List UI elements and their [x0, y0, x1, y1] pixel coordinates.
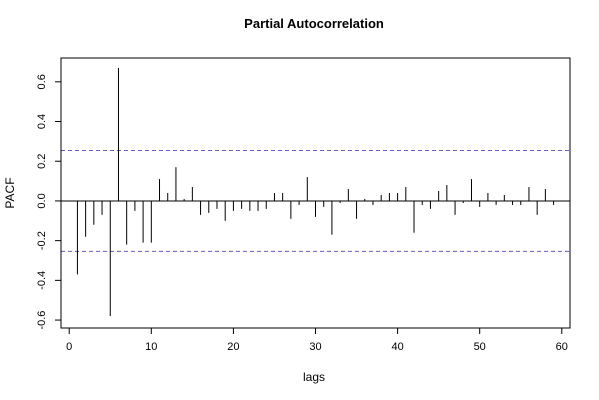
chart-title: Partial Autocorrelation — [244, 16, 384, 31]
x-axis-label: lags — [303, 370, 325, 384]
y-tick-label: -0.6 — [36, 311, 48, 330]
x-tick-label: 10 — [145, 341, 157, 353]
y-tick-label: 0.0 — [36, 193, 48, 208]
x-tick-label: 0 — [66, 341, 72, 353]
y-tick-label: 0.6 — [36, 74, 48, 89]
x-tick-label: 20 — [227, 341, 239, 353]
plot-frame — [60, 57, 571, 329]
y-tick-label: -0.2 — [36, 231, 48, 250]
y-tick-label: 0.4 — [36, 114, 48, 129]
x-tick-label: 50 — [474, 341, 486, 353]
y-tick-label: -0.4 — [36, 271, 48, 290]
x-tick-label: 40 — [391, 341, 403, 353]
y-tick-label: 0.2 — [36, 154, 48, 169]
x-tick-label: 30 — [309, 341, 321, 353]
x-tick-label: 60 — [556, 341, 568, 353]
y-axis-label: PACF — [3, 177, 17, 208]
